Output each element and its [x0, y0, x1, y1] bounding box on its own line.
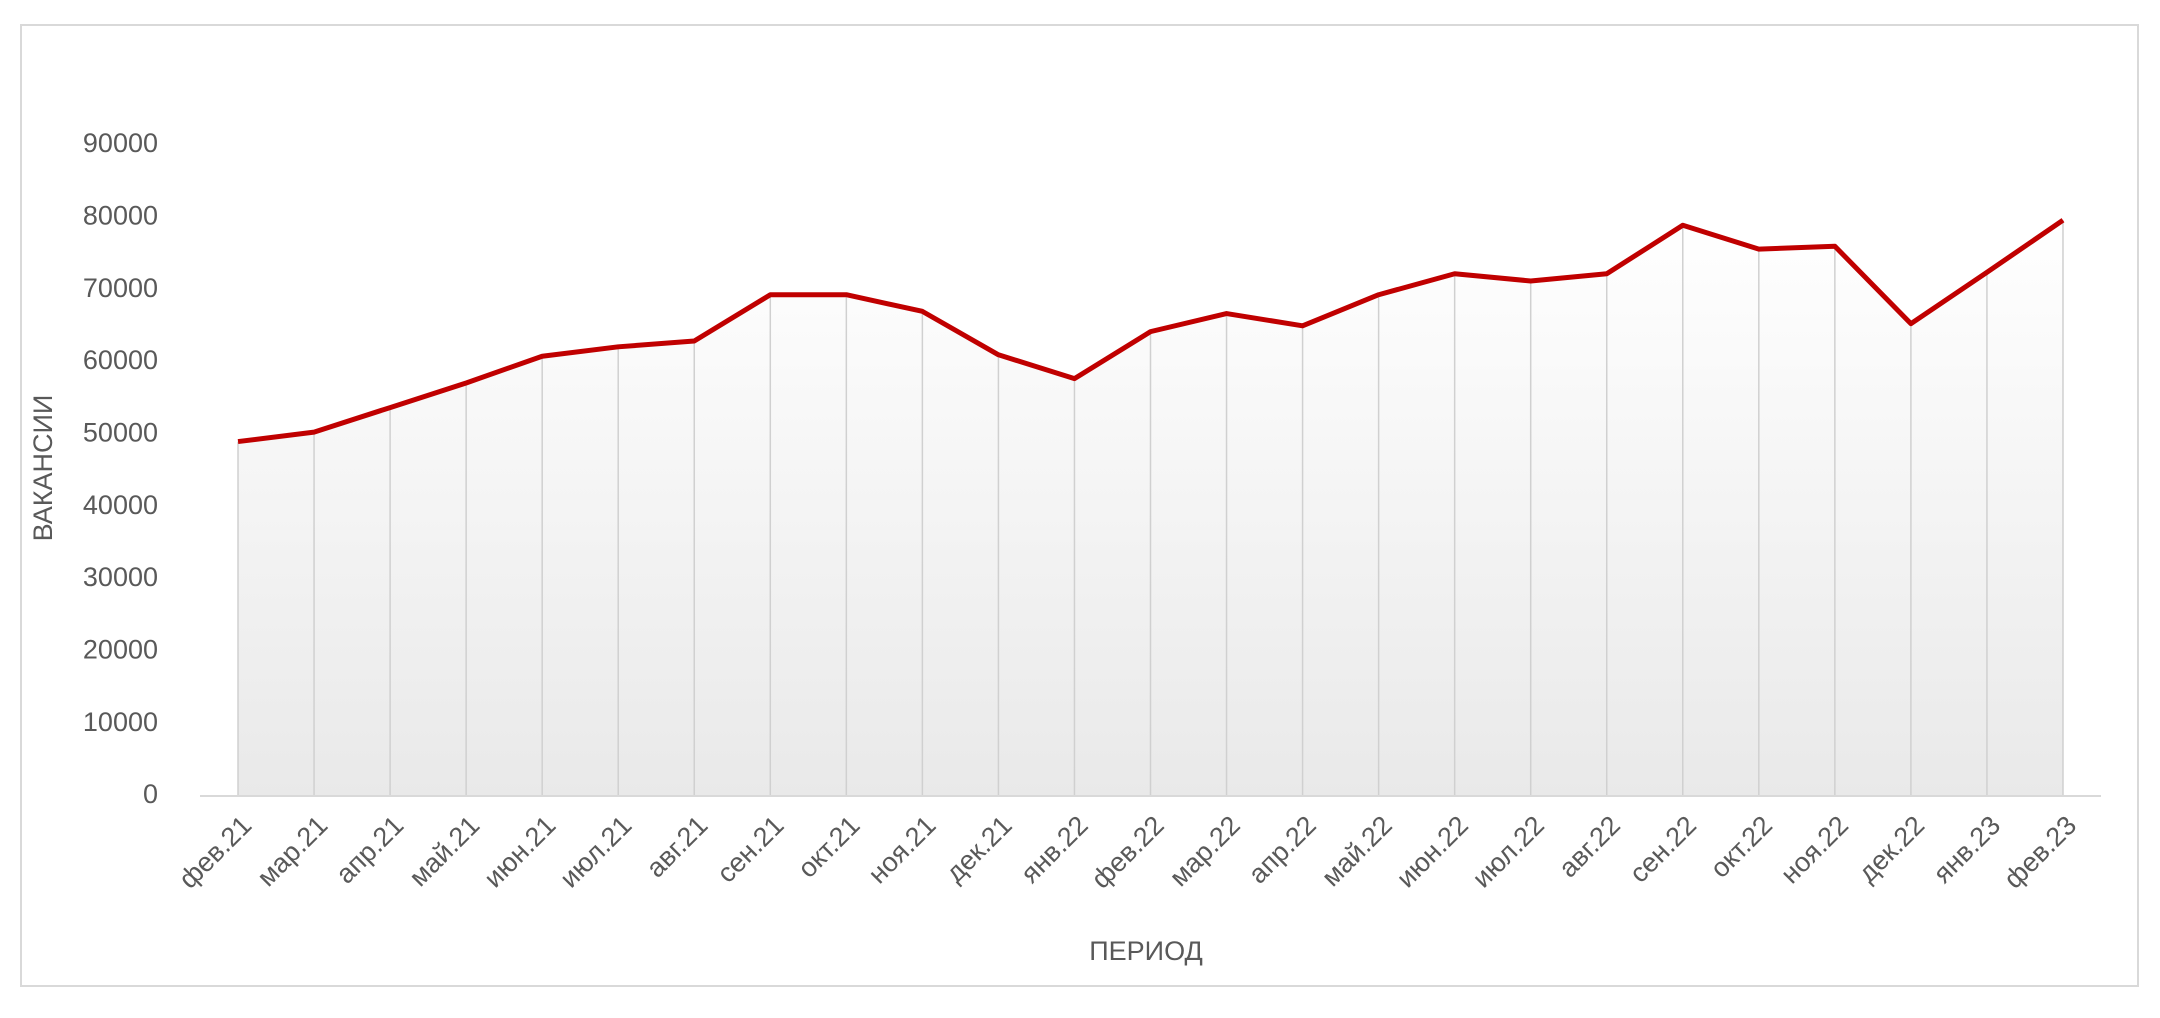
x-axis-title: ПЕРИОД — [1089, 936, 1203, 966]
y-tick-label: 50000 — [83, 417, 158, 447]
y-tick-label: 80000 — [83, 200, 158, 230]
y-tick-label: 20000 — [83, 634, 158, 664]
data-line — [237, 218, 2065, 445]
y-tick-label: 70000 — [83, 273, 158, 303]
y-tick-label: 60000 — [83, 345, 158, 375]
y-tick-label: 10000 — [83, 707, 158, 737]
y-tick-label: 0 — [143, 779, 158, 809]
y-tick-label: 90000 — [83, 128, 158, 158]
y-tick-label: 40000 — [83, 490, 158, 520]
y-tick-label: 30000 — [83, 562, 158, 592]
y-axis-title: ВАКАНСИИ — [28, 395, 58, 542]
